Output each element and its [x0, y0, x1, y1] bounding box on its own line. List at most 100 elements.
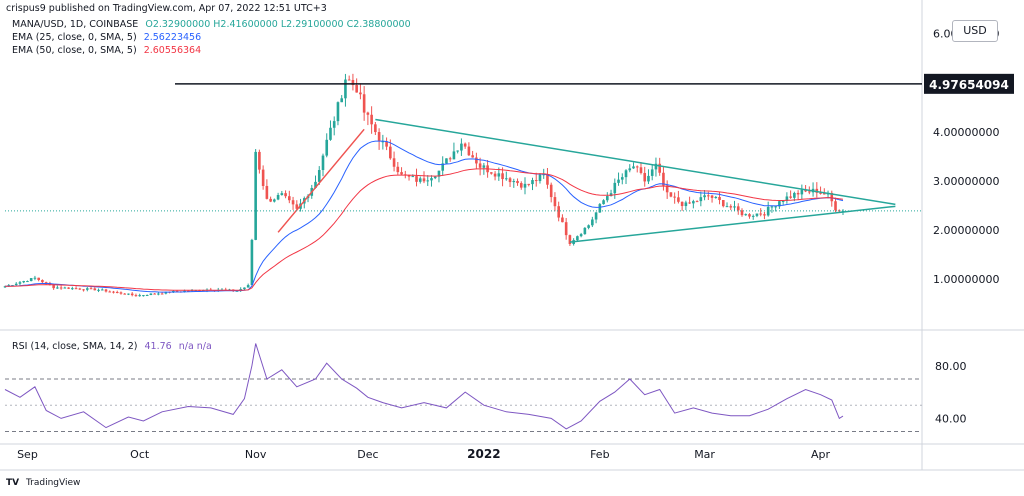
candle-body [359, 92, 362, 95]
candle-body [276, 195, 280, 200]
time-tick-label: Dec [357, 448, 378, 461]
candle-body [662, 172, 665, 186]
candle-body [770, 206, 774, 208]
candle-body [602, 200, 605, 205]
candle-body [44, 282, 48, 284]
price-pane[interactable] [3, 73, 922, 297]
candle-body [59, 287, 63, 289]
candle-body [115, 291, 119, 293]
candle-body [377, 132, 381, 142]
candle-body [33, 277, 37, 279]
time-tick-label: Feb [590, 448, 609, 461]
candle-body [647, 175, 650, 182]
candle-body [78, 288, 82, 290]
candles [3, 73, 845, 297]
candle-body [609, 193, 613, 197]
rsi-pane[interactable] [4, 343, 922, 432]
candle-body [568, 235, 572, 244]
ema25-legend[interactable]: EMA (25, close, 0, SMA, 5) 2.56223456 [12, 31, 201, 44]
candle-body [583, 227, 587, 235]
candle-body [688, 202, 691, 204]
time-axis[interactable]: Sep Oct Nov Dec 2022 Feb Mar Apr [17, 447, 830, 461]
candle-body [183, 290, 186, 292]
price-tick-label: 2.00000000 [933, 224, 999, 237]
candle-body [564, 222, 568, 236]
candle-body [729, 206, 733, 208]
symbol-label: MANA/USD, 1D, COINBASE [12, 19, 139, 30]
candle-body [396, 166, 400, 173]
symbol-legend[interactable]: MANA/USD, 1D, COINBASE O2.32900000 H2.41… [12, 18, 411, 31]
candle-body [460, 143, 463, 151]
candle-body [153, 293, 156, 295]
candle-body [718, 196, 721, 201]
candle-body [235, 290, 239, 292]
candle-body [426, 180, 430, 182]
candle-body [145, 295, 149, 297]
candle-body [692, 201, 695, 204]
candle-body [546, 174, 549, 185]
candle-body [288, 196, 291, 201]
candle-body [830, 192, 834, 202]
candle-body [695, 201, 699, 203]
candle-body [643, 172, 647, 182]
published-header: crispus9 published on TradingView.com, A… [6, 3, 327, 14]
candle-body [793, 192, 796, 198]
candle-body [617, 179, 620, 183]
candle-body [56, 287, 59, 289]
candle-body [751, 215, 755, 217]
price-axis[interactable]: 4.97654094 1.00000000 2.00000000 3.00000000… [924, 28, 1014, 426]
candle-body [733, 206, 736, 208]
price-tick-label: 4.00000000 [933, 126, 999, 139]
candle-body [441, 163, 445, 171]
candle-body [134, 295, 138, 297]
candle-body [362, 94, 366, 113]
candle-body [422, 178, 426, 182]
candle-body [654, 163, 658, 170]
candle-body [340, 98, 343, 103]
candle-body [157, 293, 160, 295]
candle-body [130, 293, 134, 296]
candle-body [508, 178, 512, 183]
candle-body [598, 204, 602, 213]
candle-body [800, 189, 804, 195]
candle-body [265, 185, 269, 199]
candle-body [579, 234, 583, 237]
candle-body [628, 168, 632, 171]
candle-body [370, 114, 373, 125]
candle-body [261, 169, 265, 186]
candle-body [478, 163, 482, 168]
candle-body [381, 141, 385, 143]
candle-body [329, 127, 332, 140]
candle-body [778, 201, 781, 207]
candle-body [613, 182, 617, 194]
candle-body [355, 85, 358, 93]
candle-body [542, 174, 546, 176]
candle-body [100, 289, 104, 291]
candle-body [250, 239, 254, 286]
rsi-legend[interactable]: RSI (14, close, SMA, 14, 2) 41.76 n/a n/… [12, 340, 212, 353]
tradingview-footer: TV TradingView [6, 478, 80, 488]
candle-body [707, 195, 710, 197]
candle-body [834, 201, 837, 211]
candle-body [269, 198, 272, 202]
currency-button[interactable]: USD [952, 20, 998, 42]
rsi-line [4, 343, 844, 430]
candle-body [26, 281, 29, 283]
candle-body [781, 201, 785, 203]
candle-body [658, 163, 661, 173]
ema50-line [5, 168, 844, 291]
candle-body [819, 192, 822, 194]
time-tick-label: Nov [245, 448, 267, 461]
candle-body [374, 124, 377, 133]
candle-body [175, 290, 179, 292]
candle-body [699, 197, 703, 202]
candle-body [127, 293, 130, 295]
ema50-legend[interactable]: EMA (50, close, 0, SMA, 5) 2.60556364 [12, 44, 201, 57]
candle-body [332, 121, 336, 128]
candle-body [314, 181, 317, 188]
candle-body [11, 285, 14, 287]
tradingview-brand: TradingView [25, 478, 81, 488]
candle-body [119, 292, 123, 294]
candle-body [519, 183, 523, 188]
